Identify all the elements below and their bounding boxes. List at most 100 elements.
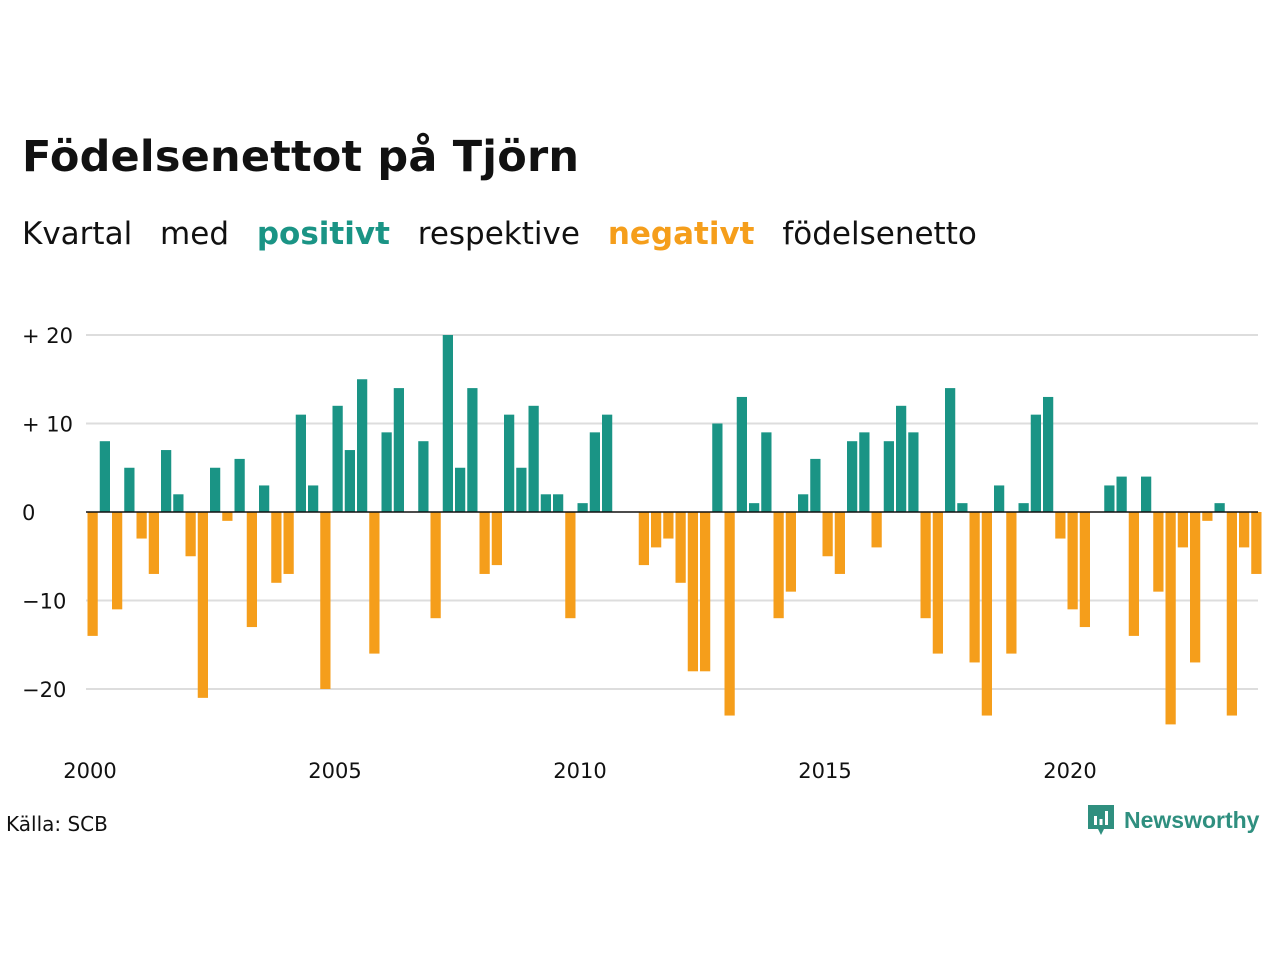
subtitle-word: Kvartal	[22, 216, 133, 252]
bar	[479, 512, 490, 574]
bar	[491, 512, 502, 566]
bar	[932, 512, 943, 654]
bar	[540, 494, 551, 512]
chart-subtitle: Kvartal med positivt respektive negativt…	[22, 216, 995, 252]
bar	[994, 485, 1005, 512]
bar	[749, 503, 760, 512]
bar	[332, 405, 343, 512]
bar	[859, 432, 870, 512]
bar	[1239, 512, 1250, 548]
bar	[1190, 512, 1201, 663]
bar	[1055, 512, 1066, 539]
bar	[810, 458, 821, 512]
bar	[246, 512, 257, 628]
bar	[1141, 476, 1152, 512]
bar	[785, 512, 796, 592]
bar	[259, 485, 270, 512]
bar	[565, 512, 576, 619]
bar-chart-speech-bubble-icon	[1088, 805, 1114, 835]
bar	[87, 512, 98, 636]
bar	[589, 432, 600, 512]
bar	[1018, 503, 1029, 512]
subtitle-negative-label: negativt	[607, 216, 755, 252]
bar	[957, 503, 968, 512]
bar	[773, 512, 784, 619]
bar	[173, 494, 184, 512]
bar	[1079, 512, 1090, 628]
bar	[161, 450, 172, 512]
bar	[1104, 485, 1115, 512]
bar	[871, 512, 882, 548]
bar	[112, 512, 123, 610]
bar	[418, 441, 429, 512]
bar	[908, 432, 919, 512]
x-tick-label: 2020	[1043, 759, 1096, 783]
bar	[504, 414, 515, 512]
bar	[577, 503, 588, 512]
bar	[271, 512, 282, 583]
y-tick-label: 0	[22, 501, 35, 525]
bar	[295, 414, 306, 512]
bar	[883, 441, 894, 512]
bar	[736, 396, 747, 512]
bar	[981, 512, 992, 716]
bar	[124, 467, 135, 512]
bar	[320, 512, 331, 689]
bar-chart: + 20 + 10 0 −10 −20 2000 2005 2010 2015 2020	[22, 324, 1262, 783]
bar	[197, 512, 208, 698]
bar	[455, 467, 466, 512]
bar	[381, 432, 392, 512]
bar	[210, 467, 221, 512]
brand-logo: Newsworthy	[1086, 803, 1259, 837]
bar	[136, 512, 147, 539]
bar	[896, 405, 907, 512]
bar	[1043, 396, 1054, 512]
bar	[516, 467, 527, 512]
bar	[675, 512, 686, 583]
bar	[1251, 512, 1262, 574]
y-tick-label: + 10	[22, 413, 73, 437]
bar	[467, 388, 478, 512]
bar	[1226, 512, 1237, 716]
bar	[369, 512, 380, 654]
bar	[638, 512, 649, 566]
bar	[234, 458, 245, 512]
bar	[283, 512, 294, 574]
bar	[308, 485, 319, 512]
subtitle-word: med	[160, 216, 229, 252]
subtitle-positive-label: positivt	[256, 216, 390, 252]
bar	[528, 405, 539, 512]
subtitle-word: respektive	[417, 216, 580, 252]
bar	[99, 441, 110, 512]
bar	[430, 512, 441, 619]
x-tick-label: 2015	[798, 759, 851, 783]
bar	[687, 512, 698, 672]
bar	[1116, 476, 1127, 512]
x-tick-label: 2010	[553, 759, 606, 783]
bar	[822, 512, 833, 557]
x-tick-label: 2000	[63, 759, 116, 783]
bar	[945, 388, 956, 512]
bar	[553, 494, 564, 512]
x-tick-label: 2005	[308, 759, 361, 783]
bar	[1177, 512, 1188, 548]
bar	[1067, 512, 1078, 610]
bar	[847, 441, 858, 512]
bar	[798, 494, 809, 512]
bar	[442, 335, 453, 512]
y-tick-label: −20	[22, 678, 66, 702]
bar	[344, 450, 355, 512]
bar	[148, 512, 159, 574]
bar	[1030, 414, 1041, 512]
brand-name: Newsworthy	[1124, 806, 1260, 833]
bar	[651, 512, 662, 548]
bar	[969, 512, 980, 663]
bar	[357, 379, 368, 512]
bar	[185, 512, 196, 557]
source-note: Källa: SCB	[6, 812, 108, 836]
bar	[393, 388, 404, 512]
bar	[761, 432, 772, 512]
bar	[724, 512, 735, 716]
bar	[602, 414, 613, 512]
y-tick-label: −10	[22, 590, 66, 614]
